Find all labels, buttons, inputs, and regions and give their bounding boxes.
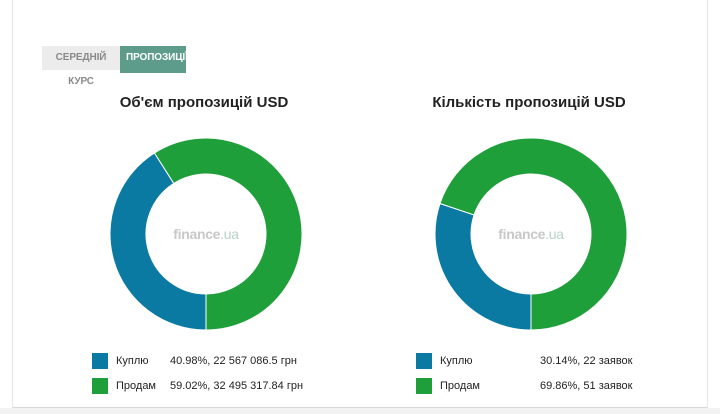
- legend-label: Продам: [116, 380, 156, 392]
- chart-title-count: Кількість пропозицій USD: [432, 94, 626, 111]
- legend-item-sell[interactable]: Продам 59.02%, 32 495 317.84 грн: [92, 378, 303, 394]
- watermark-logo: finance.ua: [146, 226, 266, 242]
- watermark-tld: .ua: [545, 226, 564, 242]
- chart-title-volume: Об'єм пропозицій USD: [119, 94, 289, 111]
- legend-value: 40.98%, 22 567 086.5 грн: [170, 355, 297, 367]
- tab-bar: Середній курс Пропозиції: [42, 46, 188, 87]
- legend-volume: Куплю 40.98%, 22 567 086.5 грн Продам 59…: [92, 353, 303, 403]
- legend-value: 59.02%, 32 495 317.84 грн: [170, 380, 304, 392]
- donut-slice-sell[interactable]: [153, 137, 303, 331]
- legend-swatch-sell: [92, 378, 108, 394]
- donut-chart-volume: [109, 137, 303, 331]
- legend-swatch-buy: [92, 353, 108, 369]
- tab-average-rate[interactable]: Середній курс: [42, 46, 120, 87]
- page-footer-strip: [0, 408, 720, 414]
- legend-item-buy[interactable]: Куплю 40.98%, 22 567 086.5 грн: [92, 353, 303, 369]
- legend-item-buy[interactable]: Куплю 30.14%, 22 заявок: [416, 353, 632, 369]
- legend-label: Куплю: [440, 355, 473, 367]
- legend-swatch-buy: [416, 353, 432, 369]
- legend-count: Куплю 30.14%, 22 заявок Продам 69.86%, 5…: [416, 353, 632, 403]
- legend-label: Продам: [440, 380, 480, 392]
- watermark-logo: finance.ua: [471, 226, 591, 242]
- watermark-brand: finance: [498, 226, 546, 242]
- donut-chart-count: [434, 137, 628, 331]
- donut-slice-buy[interactable]: [109, 152, 207, 331]
- legend-item-sell[interactable]: Продам 69.86%, 51 заявок: [416, 378, 632, 394]
- legend-value: 69.86%, 51 заявок: [540, 380, 633, 392]
- legend-value: 30.14%, 22 заявок: [540, 355, 633, 367]
- legend-swatch-sell: [416, 378, 432, 394]
- watermark-brand: finance: [173, 226, 221, 242]
- donut-slice-sell[interactable]: [439, 137, 628, 331]
- tab-offers[interactable]: Пропозиції: [120, 46, 188, 73]
- legend-label: Куплю: [116, 355, 149, 367]
- donut-slice-buy[interactable]: [434, 202, 532, 331]
- watermark-tld: .ua: [220, 226, 239, 242]
